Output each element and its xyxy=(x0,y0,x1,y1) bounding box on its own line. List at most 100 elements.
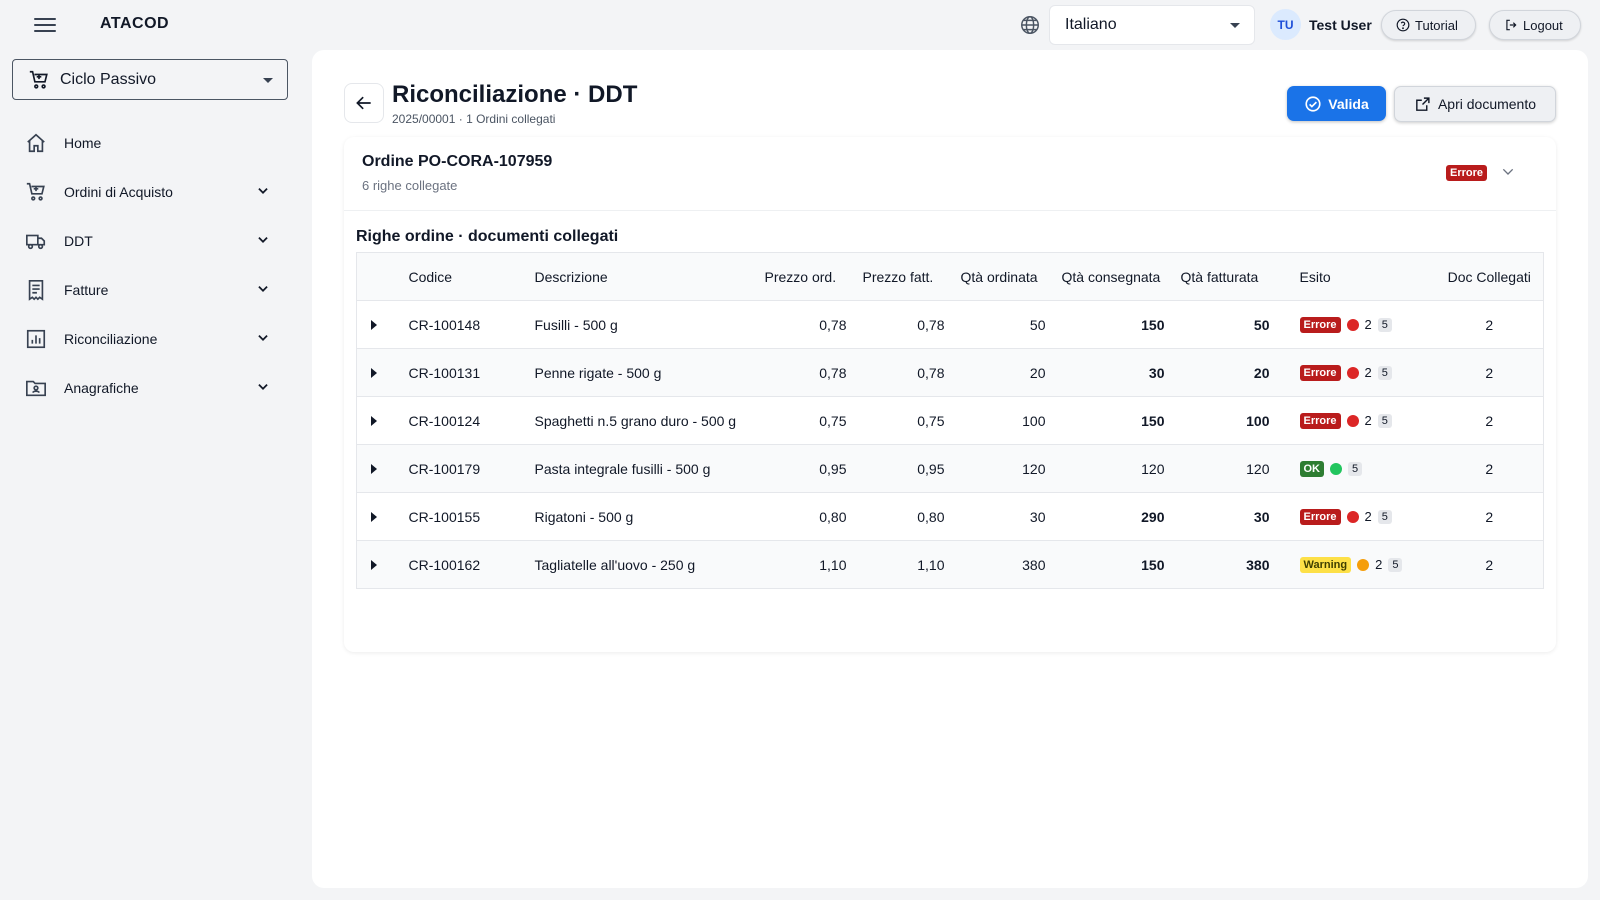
cell-prezzo-fatt: 0,80 xyxy=(862,492,961,541)
table-row[interactable]: CR-100179 Pasta integrale fusilli - 500 g… xyxy=(356,444,1544,493)
table-row[interactable]: CR-100148 Fusilli - 500 g 0,78 0,78 50 150 50 E… xyxy=(356,300,1544,349)
module-select[interactable]: Ciclo Passivo xyxy=(12,59,288,100)
expand-row-icon[interactable] xyxy=(371,511,377,522)
cell-prezzo-ord: 0,78 xyxy=(764,348,863,397)
logout-button[interactable]: Logout xyxy=(1489,10,1581,40)
sidebar-item-anagrafiche[interactable]: Anagrafiche xyxy=(0,363,300,412)
main-panel: Riconciliazione · DDT 2025/00001 · 1 Ord… xyxy=(312,50,1588,888)
cell-prezzo-fatt: 0,78 xyxy=(862,348,961,397)
back-button[interactable] xyxy=(344,83,384,123)
table-row[interactable]: CR-100155 Rigatoni - 500 g 0,80 0,80 30 290 30… xyxy=(356,492,1544,541)
valida-button[interactable]: Valida xyxy=(1287,86,1386,121)
sidebar-item-ordini[interactable]: Ordini di Acquisto xyxy=(0,167,300,216)
sidebar-item-label: DDT xyxy=(64,232,93,249)
cell-prezzo-fatt: 0,75 xyxy=(862,396,961,445)
chevron-down-icon[interactable] xyxy=(256,233,270,247)
order-card: Ordine PO-CORA-107959 6 righe collegate … xyxy=(344,137,1556,652)
header-expand xyxy=(356,252,409,301)
expand-cell xyxy=(356,396,409,445)
expand-row-icon[interactable] xyxy=(371,367,377,378)
order-subtitle: 6 righe collegate xyxy=(362,178,458,193)
table-row[interactable]: CR-100131 Penne rigate - 500 g 0,78 0,78 20 3… xyxy=(356,348,1544,397)
folder-user-icon xyxy=(26,380,46,396)
status-badge: OK xyxy=(1299,460,1324,477)
header-doc-collegati[interactable]: Doc Collegati xyxy=(1435,252,1544,301)
table-row[interactable]: CR-100124 Spaghetti n.5 grano duro - 500 … xyxy=(356,396,1544,445)
avatar[interactable]: TU xyxy=(1270,9,1301,40)
status-dot xyxy=(1330,462,1342,475)
cell-qta-ordinata: 20 xyxy=(960,348,1062,397)
header-qta-ordinata[interactable]: Qtà ordinata xyxy=(960,252,1062,301)
app-brand: ATACOD xyxy=(100,15,170,32)
expand-cell xyxy=(356,444,409,493)
cell-esito: Errore 2 5 xyxy=(1285,300,1436,349)
cell-qta-ordinata: 120 xyxy=(960,444,1062,493)
cell-doc-collegati[interactable]: 2 xyxy=(1435,348,1544,397)
apri-documento-button[interactable]: Apri documento xyxy=(1394,86,1556,122)
sidebar-item-ddt[interactable]: DDT xyxy=(0,216,300,265)
menu-icon[interactable] xyxy=(34,14,56,36)
header-descrizione[interactable]: Descrizione xyxy=(534,252,765,301)
header-prezzo-ord[interactable]: Prezzo ord. xyxy=(764,252,863,301)
cell-doc-collegati[interactable]: 2 xyxy=(1435,492,1544,541)
expand-row-icon[interactable] xyxy=(371,319,377,330)
status-badge: Errore xyxy=(1299,364,1341,381)
header-qta-consegnata[interactable]: Qtà consegnata xyxy=(1061,252,1181,301)
header-esito[interactable]: Esito xyxy=(1285,252,1436,301)
expand-cell xyxy=(356,492,409,541)
cell-prezzo-ord: 0,78 xyxy=(764,300,863,349)
status-dot xyxy=(1346,414,1359,427)
table-row[interactable]: CR-100162 Tagliatelle all'uovo - 250 g 1,1… xyxy=(356,540,1544,589)
apri-label: Apri documento xyxy=(1437,96,1537,112)
cell-prezzo-ord: 0,75 xyxy=(764,396,863,445)
page-title: Riconciliazione · DDT xyxy=(392,81,638,108)
cell-qta-consegnata: 30 xyxy=(1061,348,1181,397)
arrow-left-icon xyxy=(356,96,371,110)
issue-count: 2 xyxy=(1375,557,1383,572)
cell-esito: Errore 2 5 xyxy=(1285,396,1436,445)
status-badge: Errore xyxy=(1299,508,1341,525)
cell-qta-consegnata: 290 xyxy=(1061,492,1181,541)
check-count: 5 xyxy=(1377,509,1392,524)
sidebar-item-riconciliazione[interactable]: Riconciliazione xyxy=(0,314,300,363)
cell-qta-consegnata: 150 xyxy=(1061,396,1181,445)
header-qta-fatturata[interactable]: Qtà fatturata xyxy=(1180,252,1286,301)
cell-qta-fatturata: 120 xyxy=(1180,444,1286,493)
cell-doc-collegati[interactable]: 2 xyxy=(1435,396,1544,445)
cell-codice: CR-100124 xyxy=(408,396,535,445)
cell-qta-consegnata: 120 xyxy=(1061,444,1181,493)
table-header-row: Codice Descrizione Prezzo ord. Prezzo fa… xyxy=(356,252,1544,301)
expand-cell xyxy=(356,540,409,589)
chevron-down-icon[interactable] xyxy=(256,331,270,345)
cell-codice: CR-100179 xyxy=(408,444,535,493)
cell-qta-fatturata: 380 xyxy=(1180,540,1286,589)
header-prezzo-fatt[interactable]: Prezzo fatt. xyxy=(862,252,961,301)
chevron-down-icon[interactable] xyxy=(256,282,270,296)
cell-esito: Errore 2 5 xyxy=(1285,492,1436,541)
check-count: 5 xyxy=(1377,413,1392,428)
header-codice[interactable]: Codice xyxy=(408,252,535,301)
sidebar-item-label: Riconciliazione xyxy=(64,330,158,347)
expand-row-icon[interactable] xyxy=(371,463,377,474)
cell-qta-ordinata: 50 xyxy=(960,300,1062,349)
language-select[interactable]: Italiano xyxy=(1049,5,1255,45)
status-dot xyxy=(1346,366,1359,379)
chevron-down-icon[interactable] xyxy=(256,380,270,394)
cell-doc-collegati[interactable]: 2 xyxy=(1435,300,1544,349)
cell-doc-collegati[interactable]: 2 xyxy=(1435,540,1544,589)
tutorial-button[interactable]: Tutorial xyxy=(1381,10,1476,40)
chevron-down-icon[interactable] xyxy=(1500,164,1516,180)
sidebar-item-home[interactable]: Home xyxy=(0,118,300,167)
chevron-down-icon[interactable] xyxy=(256,184,270,198)
cell-qta-ordinata: 100 xyxy=(960,396,1062,445)
status-dot xyxy=(1346,318,1359,331)
order-header[interactable]: Ordine PO-CORA-107959 6 righe collegate … xyxy=(344,137,1556,211)
logout-icon xyxy=(1506,19,1517,31)
expand-row-icon[interactable] xyxy=(371,415,377,426)
status-badge: Warning xyxy=(1299,556,1352,573)
sidebar-item-fatture[interactable]: Fatture xyxy=(0,265,300,314)
expand-row-icon[interactable] xyxy=(371,559,377,570)
top-bar: ATACOD Italiano TU Test User Tutorial Lo… xyxy=(0,0,1600,50)
cell-doc-collegati[interactable]: 2 xyxy=(1435,444,1544,493)
cell-qta-consegnata: 150 xyxy=(1061,300,1181,349)
